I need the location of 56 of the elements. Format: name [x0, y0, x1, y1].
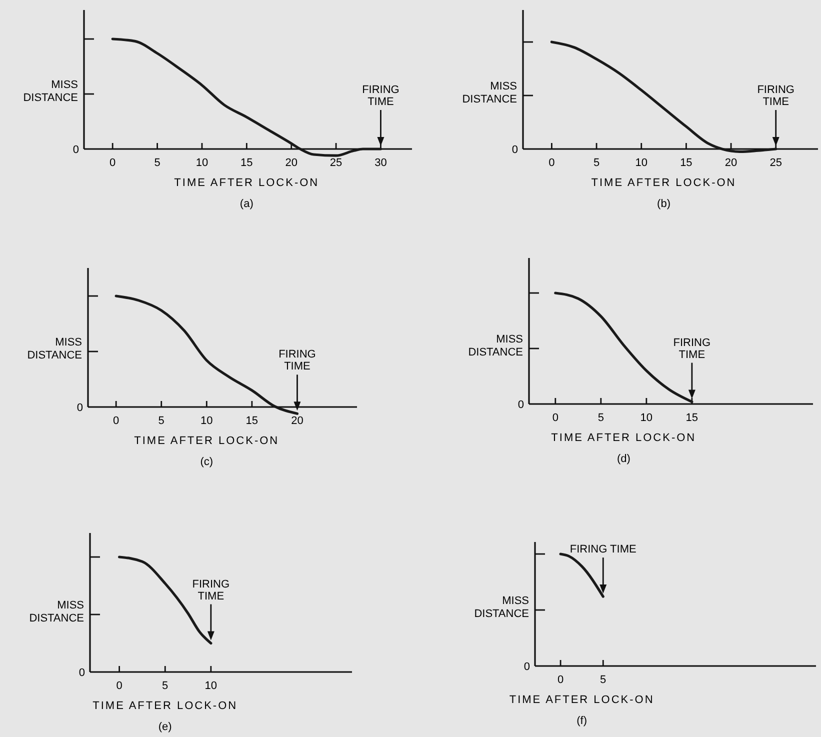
x-tick-label: 0: [116, 680, 122, 692]
x-axis-title: TIME AFTER LOCK-ON: [92, 700, 238, 712]
x-tick-label: 20: [285, 157, 298, 169]
x-tick-label: 15: [686, 412, 698, 424]
x-tick-label: 5: [600, 674, 606, 686]
text: (c): [200, 456, 214, 468]
text: 0: [518, 399, 524, 411]
x-tick-label: 5: [154, 157, 160, 169]
x-tick-label: 10: [635, 157, 648, 169]
x-tick-label: 0: [110, 157, 116, 169]
x-tick-label: 15: [240, 157, 253, 169]
x-tick-label: 5: [598, 412, 604, 424]
x-tick-label: 0: [548, 157, 555, 169]
text: (a): [240, 198, 254, 210]
x-axis-title: TIME AFTER LOCK-ON: [134, 435, 280, 447]
text: 0: [76, 402, 83, 414]
x-tick-label: 10: [204, 680, 218, 692]
x-tick-label: 0: [552, 412, 558, 424]
y-axis-title: MISS DISTANCE: [29, 600, 84, 624]
text: 0: [72, 144, 79, 156]
annotation: FIRING TIME: [673, 336, 711, 361]
y-axis-title: MISS DISTANCE: [474, 595, 529, 620]
x-tick-label: 10: [640, 412, 653, 424]
x-tick-label: 20: [724, 157, 738, 169]
x-tick-label: 15: [246, 415, 258, 427]
x-axis-title: TIME AFTER LOCK-ON: [509, 694, 654, 706]
annotation: FIRING TIME: [757, 84, 794, 108]
text: 0: [524, 661, 530, 673]
x-tick-label: 0: [557, 674, 564, 686]
y-axis-title: MISS DISTANCE: [23, 79, 78, 104]
annotation: FIRING TIME: [192, 578, 230, 602]
y-axis-title: MISS DISTANCE: [462, 80, 517, 106]
x-tick-label: 10: [200, 415, 213, 427]
x-tick-label: 15: [680, 157, 692, 169]
annotation: FIRING TIME: [278, 348, 316, 373]
x-tick-label: 30: [374, 157, 387, 169]
x-tick-label: 25: [770, 157, 782, 169]
x-tick-label: 5: [162, 680, 168, 692]
x-tick-label: 20: [291, 415, 304, 427]
x-axis-title: TIME AFTER LOCK-ON: [174, 177, 320, 189]
y-axis-title: MISS DISTANCE: [27, 336, 82, 362]
text: 0: [512, 144, 518, 156]
text: (e): [158, 721, 172, 733]
x-tick-label: 5: [593, 157, 600, 169]
x-tick-label: 10: [196, 157, 208, 169]
text: (f): [576, 715, 588, 727]
text: (d): [616, 453, 630, 465]
x-tick-label: 0: [113, 415, 120, 427]
x-tick-label: 25: [330, 157, 342, 169]
annotation: FIRING TIME: [570, 544, 636, 556]
x-tick-label: 5: [158, 415, 164, 427]
annotation: FIRING TIME: [362, 84, 400, 108]
text: (b): [657, 198, 670, 210]
y-axis-title: MISS DISTANCE: [468, 334, 523, 358]
x-axis-title: TIME AFTER LOCK-ON: [591, 177, 736, 189]
x-axis-title: TIME AFTER LOCK-ON: [551, 432, 696, 444]
